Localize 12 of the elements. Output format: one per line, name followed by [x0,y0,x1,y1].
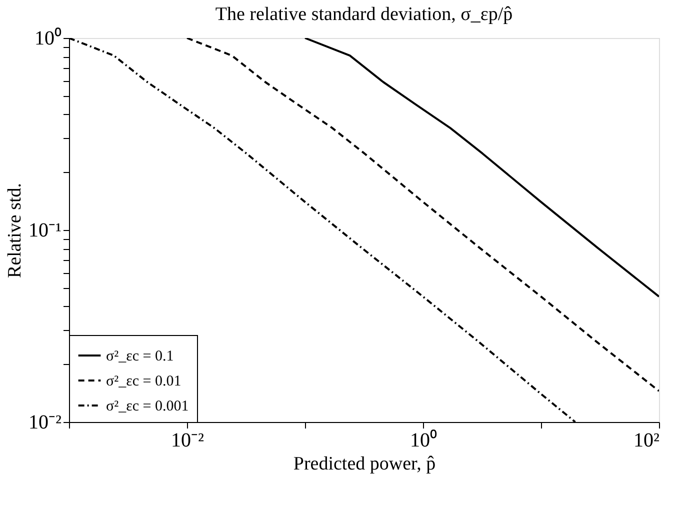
x-axis-title: Predicted power, p̂ [293,454,436,474]
y-tick-label: 10⁰ [34,26,62,50]
y-tick-label: 10⁻² [28,412,62,434]
x-tick-label: 10⁻² [171,430,204,452]
legend-label: σ²_εc = 0.1 [106,348,174,364]
legend-label: σ²_εc = 0.01 [106,374,182,390]
y-axis-title: Relative std. [4,183,26,278]
legend-label: σ²_εc = 0.001 [106,398,189,414]
x-tick-label: 10⁰ [410,428,437,452]
chart-title: The relative standard deviation, σ_εp/p̂ [215,4,513,25]
y-tick-label: 10⁻¹ [28,220,62,242]
x-tick-label: 10² [634,430,660,452]
